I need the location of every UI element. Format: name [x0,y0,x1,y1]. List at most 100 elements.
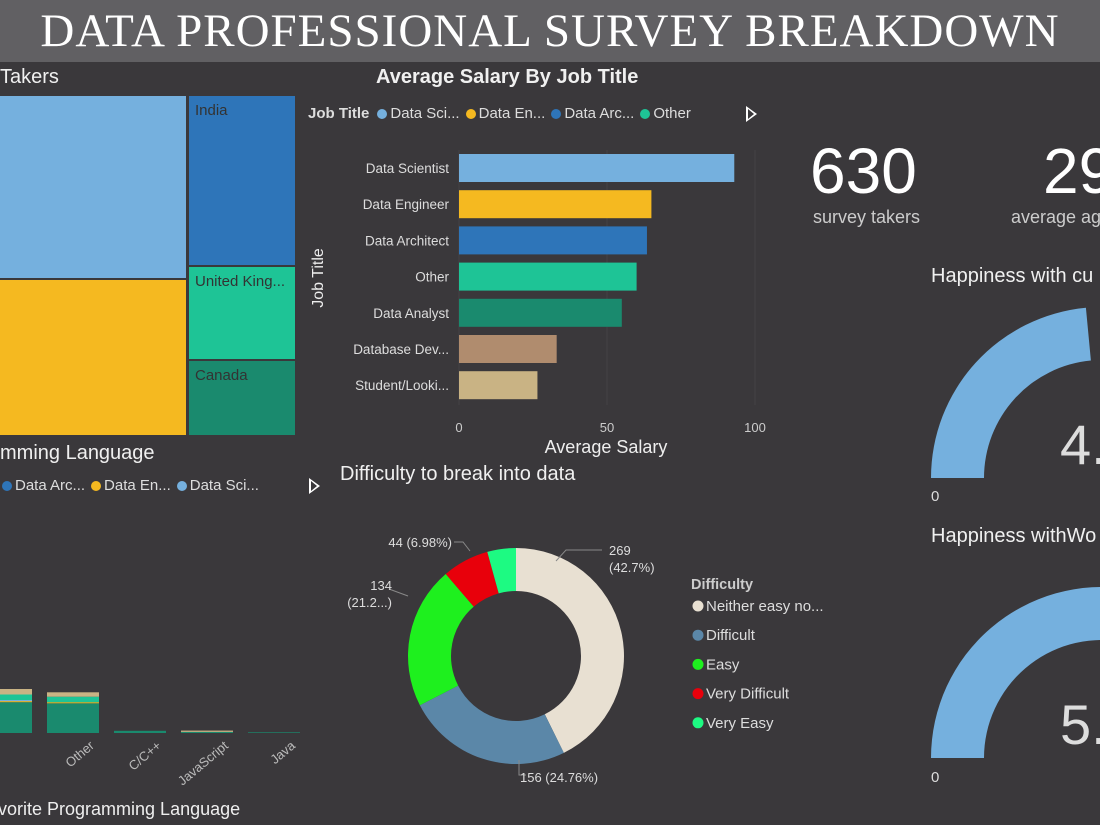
gauge-2-min-label: 0 [931,769,940,786]
legend-dot [91,480,102,491]
x-tick-label: Other [62,737,97,770]
bar [459,335,557,363]
treemap-cell[interactable]: United King... [188,266,296,360]
treemap-cell-label: India [195,102,228,119]
kpi-survey-takers-value: 630 [810,135,917,207]
bar-segment [47,692,99,697]
y-tick-label: Other [415,270,449,285]
bar-segment [0,700,32,702]
gauge-fill [931,587,1100,758]
legend-item[interactable]: Data En... [478,105,546,122]
salary-legend: Job Title Data Sci... Data En... Data Arc.… [308,105,691,122]
donut-slice [445,551,499,607]
data-label: 44 (6.98%) [388,535,452,550]
kpi-average-age-value: 29 [1043,135,1100,207]
gauge-1-title: Happiness with cu [931,265,1094,287]
legend-item[interactable]: Data Sci... [390,105,460,122]
x-tick-label: 100 [744,420,766,435]
legend-item: Difficult [706,627,756,644]
bar [459,226,647,255]
treemap-cell[interactable] [0,279,187,436]
legend-item[interactable]: Data Arc... [564,105,635,122]
leader-line [454,541,471,552]
donut-slice [408,573,474,706]
treemap-cell[interactable]: India [188,95,296,266]
y-tick-label: Data Scientist [366,161,450,176]
donut-slice [516,548,624,753]
gauge-fill [931,307,1091,478]
language-stacked-bar-chart: Other C/C++ JavaScript Java [0,689,300,789]
treemap-cell[interactable]: Canada [188,360,296,436]
legend-dot [176,480,187,491]
bar-segment [181,730,233,732]
bar-segment [0,702,32,733]
gauge-1-value: 4. [1060,413,1100,476]
legend-next-icon[interactable] [746,106,757,122]
salary-chart-title: Average Salary By Job Title [376,66,639,88]
difficulty-donut-chart: 269 (42.7%) 156 (24.76%) 134 (21.2...) 44 (6.… [347,535,824,785]
data-label: (21.2...) [347,595,392,610]
y-tick-label: Database Dev... [353,342,449,357]
data-label: 156 (24.76%) [520,770,598,785]
legend-dot [692,629,704,641]
bar [459,371,538,400]
language-chart-title: mming Language [0,442,155,464]
x-tick-label: Java [267,737,298,767]
language-x-axis-title: vorite Programming Language [0,799,241,819]
leader-line [518,760,526,776]
x-axis-title: Average Salary [545,437,668,457]
gauge-2-title: Happiness withWo [931,525,1097,547]
legend-dot [692,688,704,700]
bar-segment [0,701,32,703]
legend-dot [551,108,562,119]
bar-segment [0,694,32,700]
legend-dot [640,108,651,119]
leader-line [555,549,602,562]
treemap-cell-label: Canada [195,367,248,384]
y-tick-label: Student/Looki... [355,378,449,393]
bar [459,298,622,327]
bar [459,154,735,182]
data-label: 269 [609,543,631,558]
y-tick-label: Data Architect [365,233,449,248]
legend-dot [465,108,476,119]
data-label: (42.7%) [609,560,655,575]
treemap-title: Takers [0,66,59,88]
leader-line [388,588,409,597]
bar [459,262,637,291]
x-tick-label: 50 [600,420,614,435]
salary-legend-title: Job Title [308,105,370,122]
salary-bar-chart: 0 50 100 Data Scientist Data Engineer Data Ar… [310,150,766,457]
treemap-cell[interactable] [0,95,187,279]
language-legend: Data Arc... Data En... Data Sci... [0,477,259,494]
bar-segment [47,702,99,704]
legend-item[interactable]: Data Sci... [189,477,259,494]
gauges [931,307,1100,758]
legend-item[interactable]: Data Arc... [15,477,86,494]
bar-segment [181,731,233,733]
gauge-2-value: 5. [1060,693,1100,756]
legend-dot [377,108,388,119]
legend-next-icon[interactable] [309,478,320,494]
difficulty-chart-title: Difficulty to break into data [340,463,576,485]
legend-title: Difficulty [691,577,753,593]
x-tick-label: 0 [455,420,462,435]
treemap-cell-label: United King... [195,273,286,290]
y-tick-label: Data Analyst [373,306,449,321]
legend-dot [692,600,704,612]
bar-segment [248,732,300,733]
legend-item: Neither easy no... [706,598,824,615]
x-tick-label: JavaScript [175,738,231,789]
gauge-1-min-label: 0 [931,488,940,505]
legend-item: Very Difficult [706,686,790,703]
data-label: 134 [370,578,392,593]
donut-slice [487,548,516,594]
page-title: DATA PROFESSIONAL SURVEY BREAKDOWN [40,5,1060,57]
legend-dot [2,480,12,491]
legend-item[interactable]: Data En... [104,477,171,494]
bar-segment [114,730,166,733]
header-bar [0,0,1100,62]
bar-segment [47,703,99,733]
legend-item[interactable]: Other [653,105,691,122]
bar [459,190,652,219]
